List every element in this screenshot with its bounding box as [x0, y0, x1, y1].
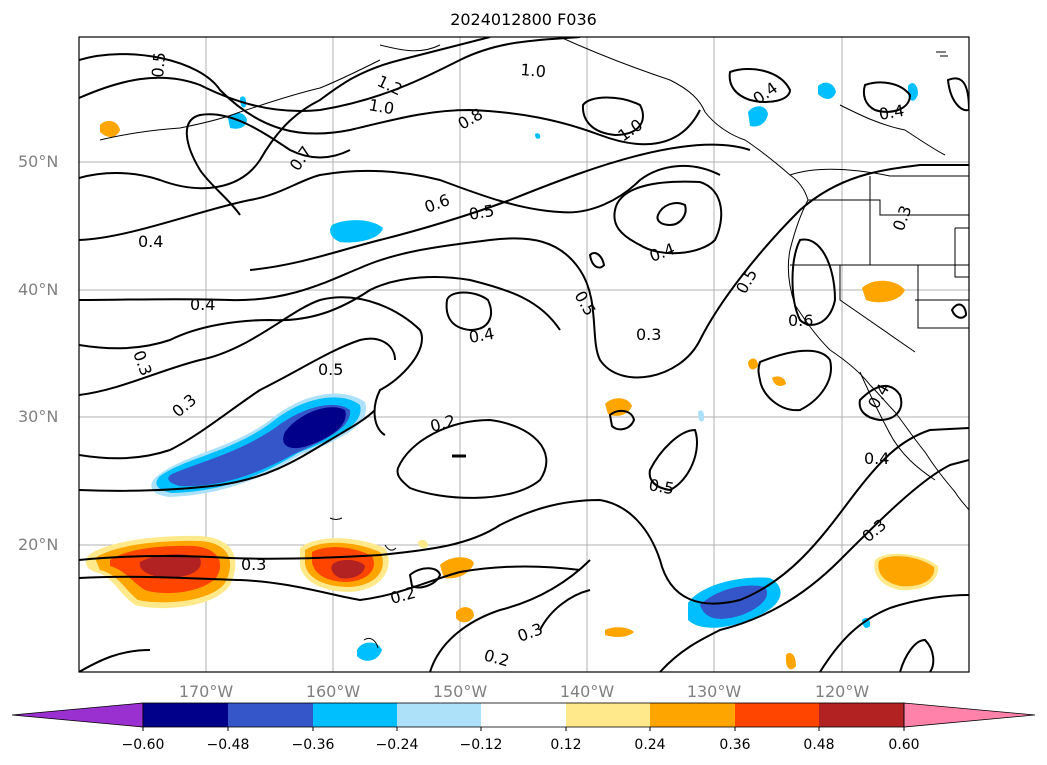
gridlines — [79, 37, 969, 672]
lon-label: 140°W — [559, 682, 615, 701]
contour-label: 0.5 — [148, 51, 169, 78]
contour-label: 0.3 — [889, 203, 916, 233]
colorbar-segment — [481, 703, 566, 727]
contour-label: 1.0 — [520, 60, 547, 81]
contour-label-group: 0.5 1.2 1.0 1.0 0.8 1.0 0.4 0.4 0.7 0.6 … — [129, 51, 915, 670]
contour-label: 0.5 — [318, 360, 343, 379]
contour-label: 0.4 — [864, 449, 889, 468]
contour-label: 0.3 — [515, 619, 545, 646]
colorbar-segment — [650, 703, 735, 727]
lon-label: 170°W — [178, 682, 234, 701]
colorbar — [11, 702, 1036, 731]
contour-label: 0.6 — [422, 190, 452, 217]
colorbar-segment — [397, 703, 481, 727]
contour-label: 0.3 — [858, 515, 890, 546]
contour-label: 0.6 — [788, 311, 813, 330]
colorbar-segment — [566, 703, 650, 727]
colorbar-segment — [819, 703, 904, 727]
colorbar-segment — [143, 703, 228, 727]
map-frame — [78, 36, 970, 673]
contour-label: 1.0 — [367, 95, 395, 118]
lon-label: 120°W — [814, 682, 870, 701]
colorbar-segment — [228, 703, 313, 727]
lat-label: 40°N — [18, 280, 59, 299]
colorbar-tick-label: 0.24 — [634, 737, 666, 753]
colorbar-tick-label: −0.36 — [291, 737, 335, 753]
colorbar-extend-right — [903, 702, 1036, 728]
coastlines — [99, 37, 969, 649]
colorbar-tick-label: 0.36 — [719, 737, 751, 753]
colorbar-tick-label: −0.48 — [206, 737, 250, 753]
lon-label: 150°W — [432, 682, 488, 701]
contour-label: 0.3 — [168, 390, 200, 421]
colorbar-tick-label: −0.12 — [459, 737, 503, 753]
contour-label: 0.2 — [428, 411, 458, 436]
contour-label: 0.4 — [190, 295, 215, 314]
contour-label: 0.4 — [138, 232, 163, 251]
lon-label: 130°W — [686, 682, 742, 701]
map-title: 2024012800 F036 — [450, 10, 597, 29]
colorbar-tick-label: 0.60 — [888, 737, 920, 753]
contour-label: 0.4 — [864, 380, 893, 412]
colorbar-segment — [313, 703, 397, 727]
contour-label: 0.5 — [732, 265, 761, 297]
contour-label: 0.3 — [129, 348, 156, 378]
contour-label: 0.7 — [286, 143, 316, 175]
colorbar-extend-left — [11, 702, 144, 728]
contour-label: 0.4 — [467, 324, 495, 347]
filled-anomalies — [85, 82, 939, 670]
contour-label: 0.3 — [241, 555, 266, 574]
colorbar-tick-label: 0.48 — [803, 737, 835, 753]
contour-label: 0.2 — [388, 583, 418, 608]
contour-label: 0.5 — [647, 475, 675, 498]
lon-label: 160°W — [305, 682, 361, 701]
lat-label: 30°N — [18, 407, 59, 426]
contour-label: 0.2 — [482, 646, 512, 671]
colorbar-tick-label: 0.12 — [550, 737, 582, 753]
contour-label: 0.4 — [877, 101, 905, 124]
contour-label: 0.5 — [571, 288, 600, 320]
contour-label: 0.8 — [455, 104, 487, 133]
colorbar-segment — [735, 703, 819, 727]
contour-lines — [79, 37, 969, 672]
contour-label: 0.3 — [636, 325, 661, 344]
contour-label: 0.4 — [647, 239, 677, 266]
lat-label: 50°N — [18, 152, 59, 171]
contour-label: 0.4 — [749, 78, 781, 108]
contour-label: 0.5 — [467, 201, 495, 224]
colorbar-tick-label: −0.24 — [375, 737, 419, 753]
colorbar-tick-label: −0.60 — [121, 737, 165, 753]
lat-label: 20°N — [18, 535, 59, 554]
